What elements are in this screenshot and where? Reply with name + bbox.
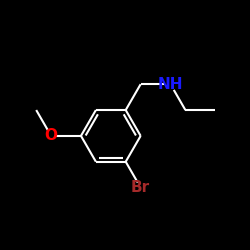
Text: O: O [44,128,58,144]
Text: Br: Br [131,180,150,195]
Text: NH: NH [158,77,183,92]
